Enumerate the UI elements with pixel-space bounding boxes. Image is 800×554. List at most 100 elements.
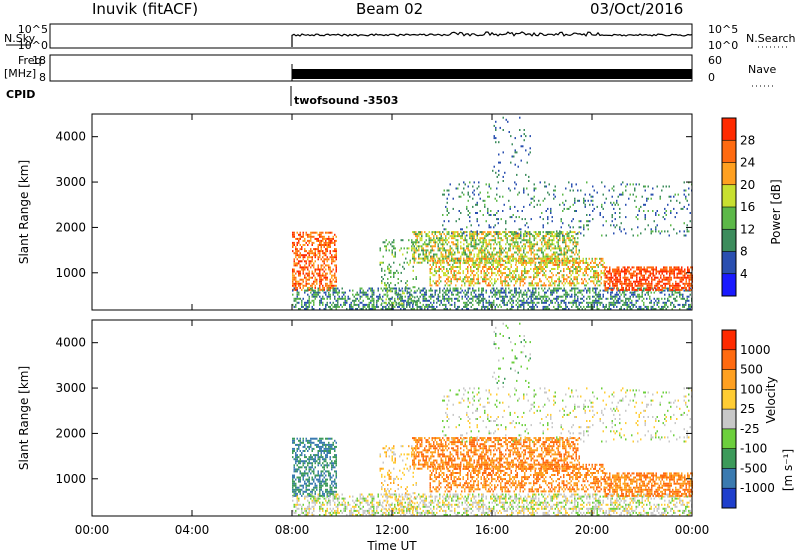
power-cell xyxy=(610,295,612,298)
power-cell xyxy=(307,239,309,242)
power-cell xyxy=(410,308,412,310)
power-cell xyxy=(497,231,499,234)
power-cell xyxy=(548,261,550,264)
power-cell xyxy=(469,253,471,256)
power-cell xyxy=(568,293,570,296)
power-cell xyxy=(613,301,615,304)
power-cell xyxy=(310,252,312,255)
power-cell xyxy=(612,288,614,291)
power-cell xyxy=(619,212,621,214)
power-cell xyxy=(665,303,667,306)
power-cell xyxy=(418,245,420,248)
power-cell xyxy=(624,274,626,277)
power-cell xyxy=(549,261,551,264)
power-cell xyxy=(575,261,577,264)
power-cell xyxy=(578,220,580,223)
power-cell xyxy=(572,231,574,234)
power-cell xyxy=(616,268,618,271)
power-cell xyxy=(445,257,447,260)
power-cell xyxy=(456,266,458,268)
power-cell xyxy=(302,284,304,287)
power-cell xyxy=(304,289,306,292)
power-cell xyxy=(413,308,415,310)
power-cell xyxy=(506,241,508,244)
power-cell xyxy=(593,299,595,302)
power-cell xyxy=(678,288,680,291)
power-cell xyxy=(427,305,429,308)
power-cell xyxy=(679,201,681,204)
power-cell xyxy=(443,257,445,260)
power-cell xyxy=(682,286,684,289)
power-cell xyxy=(388,298,390,301)
power-cell xyxy=(614,293,616,296)
power-cell xyxy=(551,268,553,270)
power-cell xyxy=(460,241,462,244)
power-cell xyxy=(669,282,671,285)
power-cell xyxy=(523,291,525,294)
power-cell xyxy=(689,220,691,223)
power-cell xyxy=(624,276,626,279)
power-cell xyxy=(432,259,434,262)
power-cell xyxy=(556,251,558,254)
power-cell xyxy=(474,282,476,285)
power-cell xyxy=(488,295,490,298)
power-cell xyxy=(415,235,417,238)
power-cell xyxy=(518,228,520,231)
power-cell xyxy=(473,276,475,279)
power-cell xyxy=(643,185,645,188)
power-cell xyxy=(649,266,651,269)
power-cell xyxy=(640,305,642,308)
power-cell xyxy=(689,287,691,290)
power-cell xyxy=(551,255,553,258)
power-cell xyxy=(541,212,543,214)
power-cell xyxy=(455,187,457,190)
power-cell xyxy=(443,247,445,250)
power-cell xyxy=(563,253,565,256)
power-cell xyxy=(650,291,652,294)
power-cell xyxy=(532,197,534,200)
power-cell xyxy=(393,255,395,258)
power-cell xyxy=(406,292,408,295)
power-cell xyxy=(425,233,427,236)
power-cell xyxy=(393,239,395,242)
power-cell xyxy=(413,245,415,248)
power-cell xyxy=(601,203,603,206)
power-cell xyxy=(526,239,528,242)
power-cell xyxy=(661,280,663,283)
power-cell xyxy=(485,257,487,260)
power-cell xyxy=(474,266,476,268)
power-cell xyxy=(651,286,653,289)
power-cell xyxy=(530,257,532,260)
power-cell xyxy=(398,305,400,308)
power-cell xyxy=(350,308,352,310)
power-cell xyxy=(364,291,366,294)
power-cell xyxy=(493,249,495,252)
power-cell xyxy=(670,288,672,291)
power-cell xyxy=(507,274,509,277)
power-cell xyxy=(607,291,609,294)
power-cell xyxy=(323,241,325,244)
power-cell xyxy=(411,294,413,297)
power-cell xyxy=(470,301,472,304)
power-cell xyxy=(326,260,328,263)
power-cell xyxy=(579,270,581,273)
power-cell xyxy=(403,247,405,250)
power-cell xyxy=(615,268,617,271)
power-cell xyxy=(467,291,469,294)
power-cell xyxy=(458,299,460,302)
power-cell xyxy=(474,261,476,264)
power-cell xyxy=(515,259,517,262)
power-cell xyxy=(359,295,361,298)
power-cell xyxy=(429,276,431,279)
power-cell xyxy=(622,291,624,294)
power-cell xyxy=(519,282,521,285)
power-cell xyxy=(382,289,384,292)
power-cell xyxy=(475,247,477,250)
power-colorbar-swatch xyxy=(722,273,736,297)
power-cell xyxy=(550,232,552,235)
power-cell xyxy=(569,280,571,283)
power-cell xyxy=(356,303,358,306)
power-cell xyxy=(610,272,612,275)
velocity-cell xyxy=(292,441,294,444)
